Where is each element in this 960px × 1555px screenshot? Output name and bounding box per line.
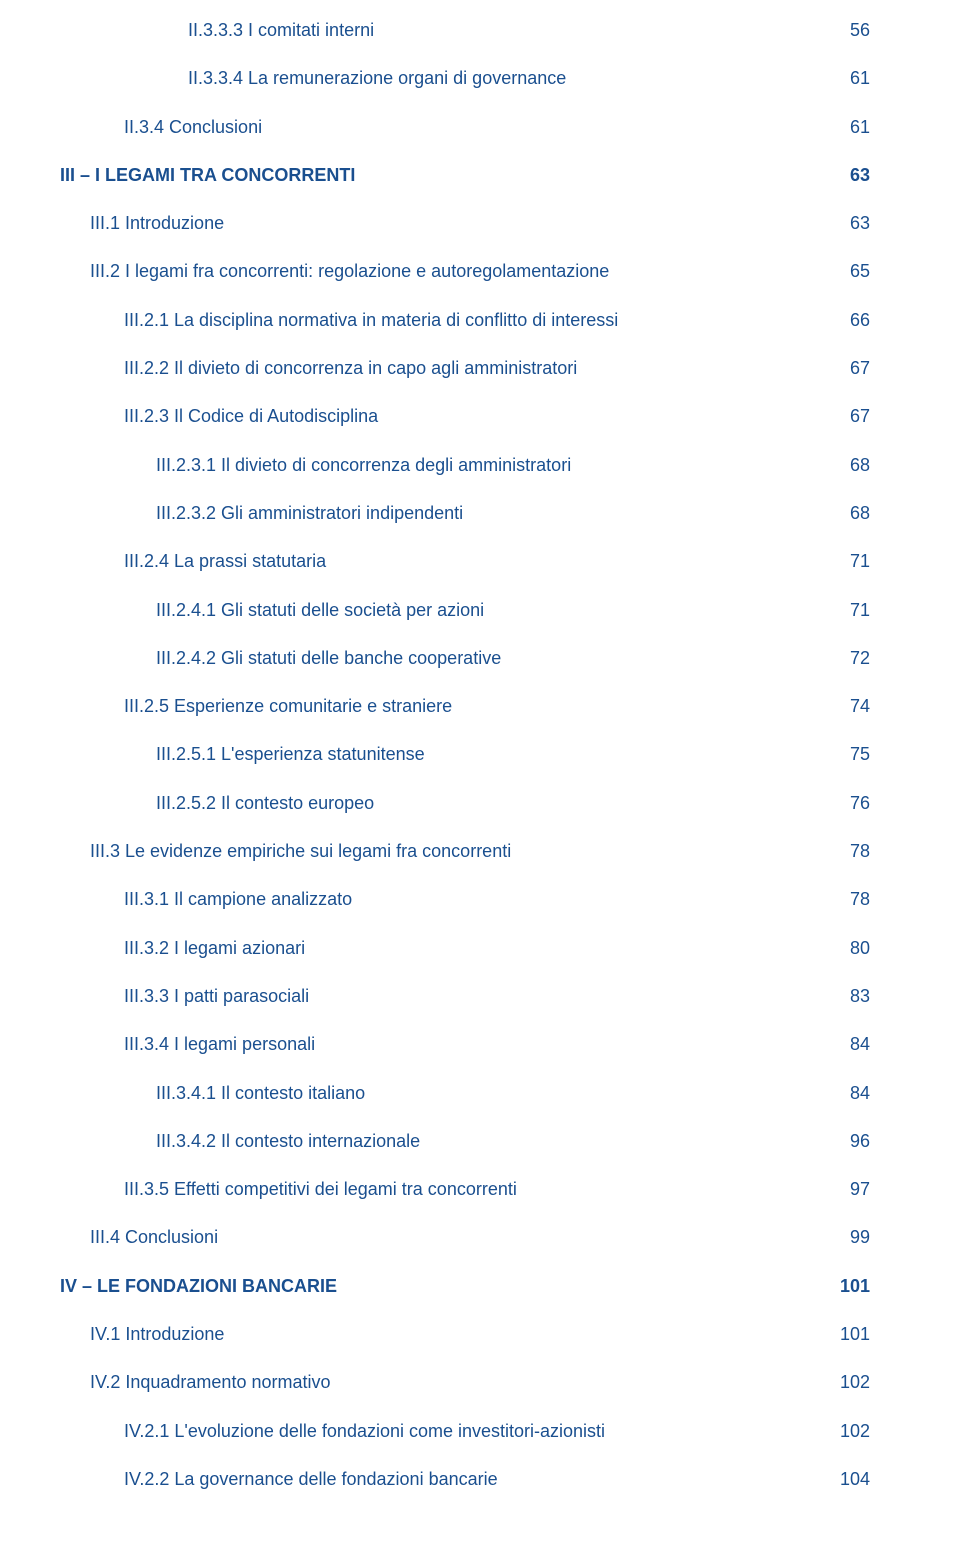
toc-entry-page: 102 [830,1419,870,1443]
toc-entry: III.2.5.1 L'esperienza statunitense75 [60,742,870,766]
toc-entry: III.3 Le evidenze empiriche sui legami f… [60,839,870,863]
toc-entry-title: IV – LE FONDAZIONI BANCARIE [60,1274,830,1298]
toc-entry-title: III.2 I legami fra concorrenti: regolazi… [60,259,830,283]
toc-entry-page: 71 [830,598,870,622]
toc-entry-page: 78 [830,887,870,911]
toc-entry: II.3.3.3 I comitati interni56 [60,18,870,42]
toc-entry: III.2.3.1 Il divieto di concorrenza degl… [60,453,870,477]
toc-entry-page: 76 [830,791,870,815]
toc-entry-title: III.1 Introduzione [60,211,830,235]
toc-entry-page: 61 [830,66,870,90]
toc-entry: III.2.3 Il Codice di Autodisciplina67 [60,404,870,428]
toc-entry: II.3.3.4 La remunerazione organi di gove… [60,66,870,90]
toc-entry-title: III.3.2 I legami azionari [60,936,830,960]
toc-entry-title: III.2.4.2 Gli statuti delle banche coope… [60,646,830,670]
toc-entry-page: 71 [830,549,870,573]
toc-entry: II.3.4 Conclusioni61 [60,115,870,139]
toc-entry: IV.2.2 La governance delle fondazioni ba… [60,1467,870,1491]
toc-entry-title: III.3.5 Effetti competitivi dei legami t… [60,1177,830,1201]
toc-entry-title: II.3.3.3 I comitati interni [60,18,830,42]
toc-entry-page: 102 [830,1370,870,1394]
toc-entry: III.2.5.2 Il contesto europeo76 [60,791,870,815]
toc-entry-page: 84 [830,1032,870,1056]
toc-entry-page: 61 [830,115,870,139]
toc-entry: III.3.4.1 Il contesto italiano84 [60,1081,870,1105]
toc-entry-title: III.3.4.2 Il contesto internazionale [60,1129,830,1153]
toc-entry: III.3.2 I legami azionari80 [60,936,870,960]
toc-entry-title: III.2.5 Esperienze comunitarie e stranie… [60,694,830,718]
toc-entry-title: III.3.4.1 Il contesto italiano [60,1081,830,1105]
toc-entry-page: 97 [830,1177,870,1201]
toc-entry: IV.2 Inquadramento normativo102 [60,1370,870,1394]
toc-entry-title: III.2.5.2 Il contesto europeo [60,791,830,815]
toc-entry-page: 68 [830,453,870,477]
toc-entry: III.3.5 Effetti competitivi dei legami t… [60,1177,870,1201]
toc-entry-page: 101 [830,1322,870,1346]
toc-entry-page: 65 [830,259,870,283]
toc-entry-title: II.3.3.4 La remunerazione organi di gove… [60,66,830,90]
toc-page: II.3.3.3 I comitati interni56II.3.3.4 La… [0,0,960,1555]
toc-entry-title: II.3.4 Conclusioni [60,115,830,139]
toc-entry-page: 104 [830,1467,870,1491]
toc-entry: III.2.1 La disciplina normativa in mater… [60,308,870,332]
toc-entry-title: III.4 Conclusioni [60,1225,830,1249]
toc-entry-page: 72 [830,646,870,670]
toc-entry-title: III.3 Le evidenze empiriche sui legami f… [60,839,830,863]
toc-entry: III.3.4 I legami personali84 [60,1032,870,1056]
toc-entry-title: III.2.3.2 Gli amministratori indipendent… [60,501,830,525]
toc-entry-page: 83 [830,984,870,1008]
toc-entry-page: 63 [830,163,870,187]
toc-entry-title: III.2.2 Il divieto di concorrenza in cap… [60,356,830,380]
toc-entry-title: IV.1 Introduzione [60,1322,830,1346]
toc-entry-page: 67 [830,404,870,428]
toc-entry-title: III.2.5.1 L'esperienza statunitense [60,742,830,766]
toc-entry-title: III.2.4.1 Gli statuti delle società per … [60,598,830,622]
toc-entry-page: 78 [830,839,870,863]
toc-entry: IV.1 Introduzione101 [60,1322,870,1346]
toc-entry-title: IV.2.2 La governance delle fondazioni ba… [60,1467,830,1491]
toc-entry-title: IV.2 Inquadramento normativo [60,1370,830,1394]
toc-entry: III.4 Conclusioni99 [60,1225,870,1249]
toc-entry: III – I LEGAMI TRA CONCORRENTI63 [60,163,870,187]
toc-entry-page: 68 [830,501,870,525]
toc-entry: III.2.4.2 Gli statuti delle banche coope… [60,646,870,670]
toc-entry: III.3.3 I patti parasociali83 [60,984,870,1008]
toc-entry: III.3.1 Il campione analizzato78 [60,887,870,911]
toc-entry-page: 56 [830,18,870,42]
toc-entry-title: III.2.1 La disciplina normativa in mater… [60,308,830,332]
toc-entry-page: 63 [830,211,870,235]
toc-entry-title: III.2.3 Il Codice di Autodisciplina [60,404,830,428]
toc-entry-page: 84 [830,1081,870,1105]
toc-entry: IV – LE FONDAZIONI BANCARIE101 [60,1274,870,1298]
toc-entry-page: 67 [830,356,870,380]
toc-entry: III.2.5 Esperienze comunitarie e stranie… [60,694,870,718]
toc-entry-title: III.3.1 Il campione analizzato [60,887,830,911]
toc-entry-page: 80 [830,936,870,960]
toc-entry: III.2 I legami fra concorrenti: regolazi… [60,259,870,283]
toc-entry-page: 99 [830,1225,870,1249]
toc-entry: III.2.3.2 Gli amministratori indipendent… [60,501,870,525]
toc-entry-title: III.2.3.1 Il divieto di concorrenza degl… [60,453,830,477]
toc-entry-title: IV.2.1 L'evoluzione delle fondazioni com… [60,1419,830,1443]
toc-entry-title: III.3.4 I legami personali [60,1032,830,1056]
toc-entry: III.2.4 La prassi statutaria71 [60,549,870,573]
toc-entry-page: 96 [830,1129,870,1153]
toc-entry-title: III – I LEGAMI TRA CONCORRENTI [60,163,830,187]
toc-entry-title: III.2.4 La prassi statutaria [60,549,830,573]
toc-entry-title: III.3.3 I patti parasociali [60,984,830,1008]
toc-entry: III.2.2 Il divieto di concorrenza in cap… [60,356,870,380]
toc-entry: IV.2.1 L'evoluzione delle fondazioni com… [60,1419,870,1443]
toc-entry: III.2.4.1 Gli statuti delle società per … [60,598,870,622]
toc-entry-page: 75 [830,742,870,766]
toc-entry-page: 101 [830,1274,870,1298]
toc-entry: III.1 Introduzione63 [60,211,870,235]
toc-entry-page: 74 [830,694,870,718]
toc-entry: III.3.4.2 Il contesto internazionale96 [60,1129,870,1153]
toc-entry-page: 66 [830,308,870,332]
